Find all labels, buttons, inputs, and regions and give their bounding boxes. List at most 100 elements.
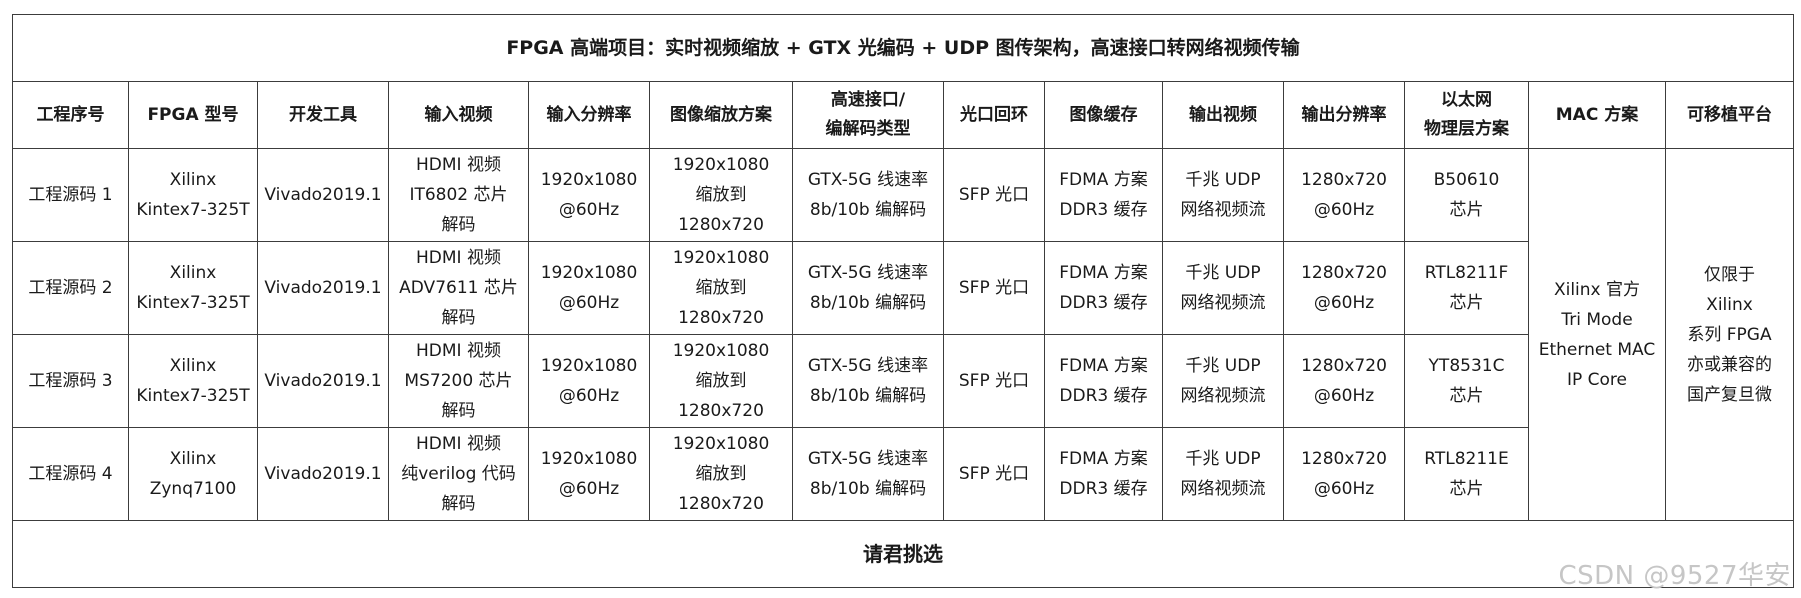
column-header: 高速接口/ 编解码类型 xyxy=(792,81,944,149)
table-cell-hsi: GTX-5G 线速率 8b/10b 编解码 xyxy=(792,427,944,521)
table-cell-loop: SFP 光口 xyxy=(943,427,1045,521)
cell-text: 1920x1080 @60Hz xyxy=(540,356,638,406)
cell-text: Xilinx Kintex7-325T xyxy=(136,356,250,406)
cell-text: 1920x1080 缩放到 1280x720 xyxy=(672,155,770,235)
project-table-container: FPGA 高端项目：实时视频缩放 + GTX 光编码 + UDP 图传架构，高速… xyxy=(12,14,1794,588)
table-cell-output-res: 1280x720 @60Hz xyxy=(1283,241,1405,335)
cell-text: 工程源码 3 xyxy=(28,371,113,391)
column-header: MAC 方案 xyxy=(1528,81,1666,149)
cell-text: SFP 光口 xyxy=(958,371,1030,391)
column-header: 图像缓存 xyxy=(1044,81,1163,149)
cell-text: HDMI 视频 IT6802 芯片 解码 xyxy=(409,155,508,235)
table-cell-cache: FDMA 方案 DDR3 缓存 xyxy=(1044,241,1163,335)
cell-text: 工程源码 4 xyxy=(28,464,113,484)
cell-text: 1920x1080 @60Hz xyxy=(540,170,638,220)
table-cell-output-res: 1280x720 @60Hz xyxy=(1283,148,1405,242)
cell-text: 1280x720 @60Hz xyxy=(1301,356,1387,406)
table-cell-cache: FDMA 方案 DDR3 缓存 xyxy=(1044,334,1163,428)
cell-text: Vivado2019.1 xyxy=(264,185,382,205)
column-header: FPGA 型号 xyxy=(128,81,258,149)
portable-platform-cell: 仅限于 Xilinx 系列 FPGA 亦或兼容的 国产复旦微 xyxy=(1665,148,1794,521)
table-row: 工程源码 3 Xilinx Kintex7-325T Vivado2019.1 HDM… xyxy=(12,334,1794,428)
table-cell-input-res: 1920x1080 @60Hz xyxy=(528,148,650,242)
column-header-label: 光口回环 xyxy=(960,104,1028,125)
column-header: 工程序号 xyxy=(12,81,129,149)
column-header-label: 图像缓存 xyxy=(1069,104,1138,125)
table-cell-hsi: GTX-5G 线速率 8b/10b 编解码 xyxy=(792,148,944,242)
table-cell-loop: SFP 光口 xyxy=(943,334,1045,428)
table-cell-output-res: 1280x720 @60Hz xyxy=(1283,334,1405,428)
cell-text: 1280x720 @60Hz xyxy=(1301,263,1387,313)
column-header: 可移植平台 xyxy=(1665,81,1794,149)
table-cell-scale: 1920x1080 缩放到 1280x720 xyxy=(649,334,793,428)
cell-text: 千兆 UDP 网络视频流 xyxy=(1180,170,1266,220)
cell-text: FDMA 方案 DDR3 缓存 xyxy=(1059,356,1148,406)
column-header: 开发工具 xyxy=(257,81,389,149)
cell-text: Xilinx Zynq7100 xyxy=(149,449,237,499)
cell-text: GTX-5G 线速率 8b/10b 编解码 xyxy=(807,170,929,220)
cell-text: SFP 光口 xyxy=(958,185,1030,205)
footer-text: 请君挑选 xyxy=(12,520,1794,588)
cell-text: 千兆 UDP 网络视频流 xyxy=(1180,449,1266,499)
cell-text: FDMA 方案 DDR3 缓存 xyxy=(1059,170,1148,220)
table-cell-hsi: GTX-5G 线速率 8b/10b 编解码 xyxy=(792,334,944,428)
cell-text: YT8531C 芯片 xyxy=(1428,356,1505,406)
cell-text: FDMA 方案 DDR3 缓存 xyxy=(1059,449,1148,499)
table-cell-id: 工程源码 3 xyxy=(12,334,129,428)
cell-text: 千兆 UDP 网络视频流 xyxy=(1180,263,1266,313)
cell-text: 1920x1080 @60Hz xyxy=(540,449,638,499)
page-title: FPGA 高端项目：实时视频缩放 + GTX 光编码 + UDP 图传架构，高速… xyxy=(12,14,1794,82)
cell-text: 工程源码 1 xyxy=(28,185,113,205)
project-table: FPGA 高端项目：实时视频缩放 + GTX 光编码 + UDP 图传架构，高速… xyxy=(12,14,1794,588)
table-cell-tool: Vivado2019.1 xyxy=(257,241,389,335)
cell-text: GTX-5G 线速率 8b/10b 编解码 xyxy=(807,356,929,406)
mac-scheme-cell: Xilinx 官方 Tri Mode Ethernet MAC IP Core xyxy=(1528,148,1666,521)
column-header: 输入分辨率 xyxy=(528,81,650,149)
cell-text: 1920x1080 @60Hz xyxy=(540,263,638,313)
column-header-label: 输出视频 xyxy=(1189,104,1257,125)
table-cell-output-video: 千兆 UDP 网络视频流 xyxy=(1162,427,1284,521)
cell-text: SFP 光口 xyxy=(958,278,1030,298)
cell-text: RTL8211F 芯片 xyxy=(1424,263,1509,313)
column-header-label: 以太网 物理层方案 xyxy=(1424,90,1509,139)
column-header: 输出视频 xyxy=(1162,81,1284,149)
table-row: 工程源码 4 Xilinx Zynq7100 Vivado2019.1 HDMI 视频… xyxy=(12,427,1794,521)
table-cell-fpga: Xilinx Zynq7100 xyxy=(128,427,258,521)
cell-text: Vivado2019.1 xyxy=(264,464,382,484)
table-cell-loop: SFP 光口 xyxy=(943,241,1045,335)
table-cell-scale: 1920x1080 缩放到 1280x720 xyxy=(649,241,793,335)
table-cell-phy: B50610 芯片 xyxy=(1404,148,1529,242)
table-cell-phy: RTL8211E 芯片 xyxy=(1404,427,1529,521)
cell-text: Vivado2019.1 xyxy=(264,371,382,391)
table-cell-input-res: 1920x1080 @60Hz xyxy=(528,427,650,521)
table-row: 工程源码 2 Xilinx Kintex7-325T Vivado2019.1 HDM… xyxy=(12,241,1794,335)
table-cell-tool: Vivado2019.1 xyxy=(257,334,389,428)
table-cell-tool: Vivado2019.1 xyxy=(257,148,389,242)
cell-text: Xilinx Kintex7-325T xyxy=(136,263,250,313)
column-header: 输入视频 xyxy=(388,81,529,149)
table-cell-fpga: Xilinx Kintex7-325T xyxy=(128,334,258,428)
table-cell-phy: YT8531C 芯片 xyxy=(1404,334,1529,428)
table-cell-tool: Vivado2019.1 xyxy=(257,427,389,521)
cell-text: 1920x1080 缩放到 1280x720 xyxy=(672,248,770,328)
cell-text: RTL8211E 芯片 xyxy=(1424,449,1509,499)
cell-text: SFP 光口 xyxy=(958,464,1030,484)
table-cell-phy: RTL8211F 芯片 xyxy=(1404,241,1529,335)
table-cell-input-video: HDMI 视频 ADV7611 芯片 解码 xyxy=(388,241,529,335)
cell-text: 1280x720 @60Hz xyxy=(1301,449,1387,499)
column-header-label: 输出分辨率 xyxy=(1301,104,1387,125)
table-cell-loop: SFP 光口 xyxy=(943,148,1045,242)
cell-text: 工程源码 2 xyxy=(28,278,113,298)
table-cell-cache: FDMA 方案 DDR3 缓存 xyxy=(1044,427,1163,521)
table-cell-output-video: 千兆 UDP 网络视频流 xyxy=(1162,334,1284,428)
column-header: 以太网 物理层方案 xyxy=(1404,81,1529,149)
table-cell-scale: 1920x1080 缩放到 1280x720 xyxy=(649,148,793,242)
table-cell-hsi: GTX-5G 线速率 8b/10b 编解码 xyxy=(792,241,944,335)
column-header-label: 图像缩放方案 xyxy=(670,104,772,125)
table-cell-scale: 1920x1080 缩放到 1280x720 xyxy=(649,427,793,521)
cell-text: 1920x1080 缩放到 1280x720 xyxy=(672,341,770,421)
table-cell-output-res: 1280x720 @60Hz xyxy=(1283,427,1405,521)
cell-text: HDMI 视频 纯verilog 代码 解码 xyxy=(401,434,516,514)
cell-text: 千兆 UDP 网络视频流 xyxy=(1180,356,1266,406)
watermark: CSDN @9527华安 xyxy=(1558,561,1791,591)
